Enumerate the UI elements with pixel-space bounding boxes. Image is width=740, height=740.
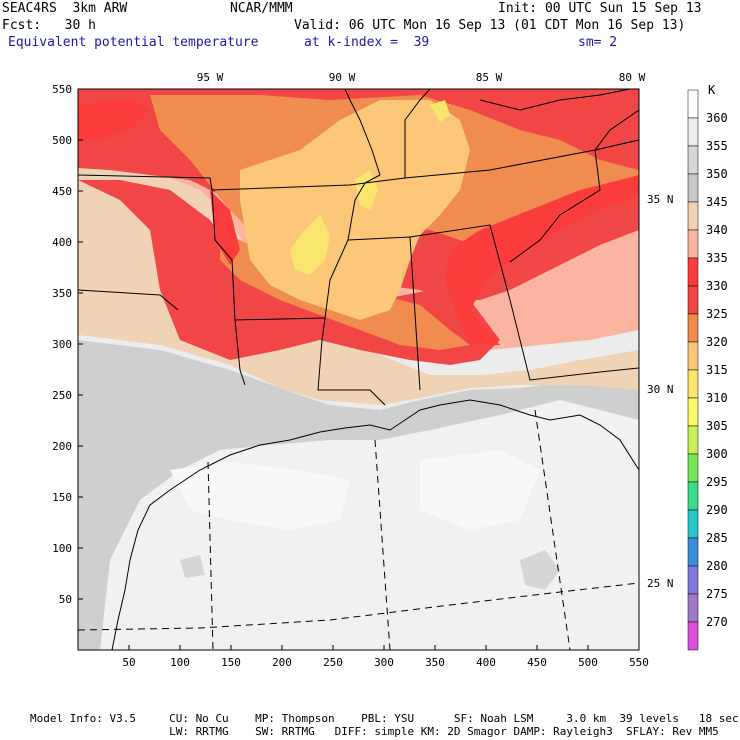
colorbar-label: 360 <box>706 111 728 125</box>
colorbar-label: 345 <box>706 195 728 209</box>
y-tick-label: 50 <box>59 593 72 606</box>
map-figure: 50 100 150 200 250 300 350 400 450 500 550 50 100 15… <box>52 71 728 669</box>
x-tick-label: 400 <box>476 656 496 669</box>
colorbar-unit: K <box>708 83 716 97</box>
x-tick-label: 200 <box>272 656 292 669</box>
colorbar-swatch <box>687 425 699 455</box>
y-axis: 50 100 150 200 250 300 350 400 450 500 550 <box>52 83 83 606</box>
colorbar-label: 330 <box>706 279 728 293</box>
x-tick-label: 250 <box>323 656 343 669</box>
plot-frame <box>77 88 640 651</box>
x-axis: 50 100 150 200 250 300 350 400 450 500 550 <box>122 645 649 669</box>
forecast-hour: Fcst: 30 h <box>2 18 96 33</box>
y-tick-label: 500 <box>52 134 72 147</box>
colorbar-label: 295 <box>706 475 728 489</box>
y-tick-label: 400 <box>52 236 72 249</box>
colorbar-swatch <box>687 453 699 483</box>
valid-time: Valid: 06 UTC Mon 16 Sep 13 (01 CDT Mon … <box>294 18 686 33</box>
colorbar-swatch <box>687 369 699 399</box>
colorbar-label: 340 <box>706 223 728 237</box>
colorbar-swatch <box>687 565 699 595</box>
lon-label-80w: 80 W <box>619 71 646 84</box>
colorbar-swatch <box>687 537 699 567</box>
colorbar-swatch <box>687 145 699 175</box>
colorbar-swatch <box>687 257 699 287</box>
state-boundaries <box>78 89 639 650</box>
y-tick-label: 450 <box>52 185 72 198</box>
colorbar-swatch <box>687 229 699 259</box>
colorbar-swatch <box>687 313 699 343</box>
x-tick-label: 50 <box>122 656 135 669</box>
lat-lon-grid <box>78 409 639 650</box>
colorbar-swatch <box>687 593 699 623</box>
theta-e-field <box>78 89 639 650</box>
model-info-line2: LW: RRTMG SW: RRTMG DIFF: simple KM: 2D … <box>30 725 719 738</box>
x-tick-label: 100 <box>170 656 190 669</box>
model-info-line1: Model Info: V3.5 CU: No Cu MP: Thompson … <box>30 712 739 725</box>
x-tick-label: 450 <box>527 656 547 669</box>
y-tick-label: 250 <box>52 389 72 402</box>
colorbar-label: 315 <box>706 363 728 377</box>
model-title: SEAC4RS 3km ARW <box>2 1 128 16</box>
center-name: NCAR/MMM <box>230 1 293 16</box>
y-tick-label: 100 <box>52 542 72 555</box>
colorbar: K 360 355 350 345 340 335 330 325 320 315 310 305 30… <box>687 83 728 651</box>
y-tick-label: 300 <box>52 338 72 351</box>
x-tick-label: 350 <box>425 656 445 669</box>
lon-label-95w: 95 W <box>197 71 224 84</box>
colorbar-swatch <box>687 201 699 231</box>
lat-label-35n: 35 N <box>647 193 674 206</box>
y-tick-label: 350 <box>52 287 72 300</box>
colorbar-label: 305 <box>706 419 728 433</box>
x-tick-label: 500 <box>578 656 598 669</box>
colorbar-label: 325 <box>706 307 728 321</box>
colorbar-swatch <box>687 285 699 315</box>
colorbar-label: 335 <box>706 251 728 265</box>
colorbar-swatch <box>687 481 699 511</box>
x-tick-label: 300 <box>374 656 394 669</box>
y-tick-label: 200 <box>52 440 72 453</box>
y-tick-label: 150 <box>52 491 72 504</box>
y-tick-label: 550 <box>52 83 72 96</box>
lat-label-30n: 30 N <box>647 383 674 396</box>
field-name: Equivalent potential temperature <box>8 35 259 50</box>
colorbar-swatch <box>687 117 699 147</box>
lon-label-90w: 90 W <box>329 71 356 84</box>
colorbar-label: 280 <box>706 559 728 573</box>
colorbar-label: 300 <box>706 447 728 461</box>
colorbar-swatch <box>687 509 699 539</box>
smoothing: sm= 2 <box>578 35 618 50</box>
colorbar-label: 350 <box>706 167 728 181</box>
colorbar-label: 290 <box>706 503 728 517</box>
colorbar-swatch <box>687 621 699 651</box>
level-index: at k-index = 39 <box>304 35 430 50</box>
lon-label-85w: 85 W <box>476 71 503 84</box>
colorbar-swatch <box>687 89 699 119</box>
colorbar-swatch <box>687 341 699 371</box>
colorbar-swatch <box>687 173 699 203</box>
x-tick-label: 550 <box>629 656 649 669</box>
colorbar-label: 285 <box>706 531 728 545</box>
x-tick-label: 150 <box>221 656 241 669</box>
colorbar-label: 320 <box>706 335 728 349</box>
colorbar-label: 270 <box>706 615 728 629</box>
colorbar-label: 310 <box>706 391 728 405</box>
colorbar-label: 355 <box>706 139 728 153</box>
colorbar-label: 275 <box>706 587 728 601</box>
init-time: Init: 00 UTC Sun 15 Sep 13 <box>498 1 702 16</box>
lat-label-25n: 25 N <box>647 577 674 590</box>
colorbar-swatch <box>687 397 699 427</box>
